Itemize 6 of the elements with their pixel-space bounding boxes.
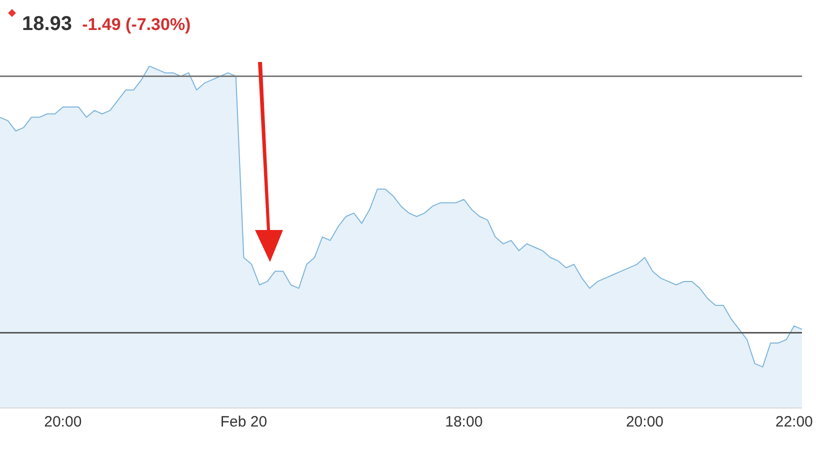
chart-title: 18.93 -1.49 (-7.30%) <box>22 13 191 35</box>
x-tick-label: Feb 20 <box>220 414 268 431</box>
x-tick-label: 20:00 <box>44 414 82 431</box>
x-tick-label: 20:00 <box>626 414 664 431</box>
x-tick-label: 18:00 <box>445 414 483 431</box>
x-tick-label: 22:00 <box>775 414 813 431</box>
